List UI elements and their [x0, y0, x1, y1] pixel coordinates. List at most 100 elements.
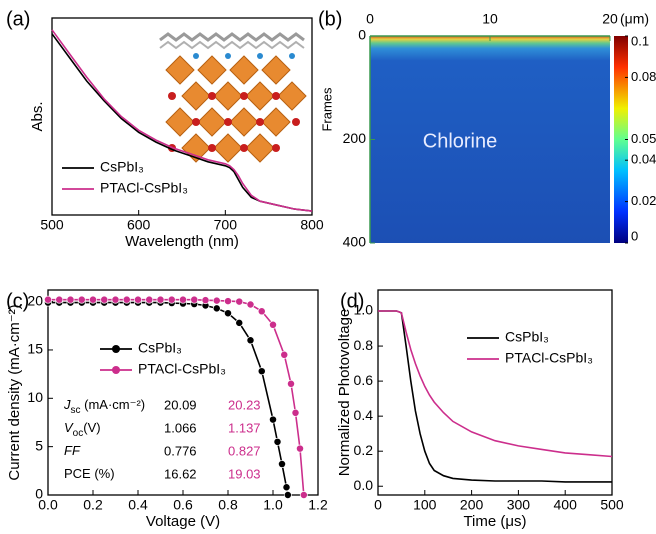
y-tick-label: 0: [358, 27, 366, 43]
y-tick-label: 10: [27, 389, 43, 405]
y-axis-label: Abs.: [29, 101, 46, 131]
data-point: [191, 296, 198, 303]
legend-label: CsPbI₃: [138, 340, 182, 356]
data-point: [179, 296, 186, 303]
x-axis-label: Time (μs): [463, 513, 526, 530]
table-subscript: oc: [73, 428, 84, 439]
table-row-label: PCE (%): [64, 466, 115, 481]
data-point: [56, 296, 63, 303]
plot-frame: [48, 290, 318, 495]
y-axis-label: Current density (mA·cm⁻²): [6, 304, 23, 480]
table-value: 0.776: [164, 443, 197, 458]
data-point: [202, 297, 209, 304]
table-value: 20.09: [164, 397, 197, 412]
data-point: [101, 296, 108, 303]
x-tick-label: 0.8: [218, 497, 238, 513]
x-tick-label: 0: [366, 11, 374, 27]
legend-marker: [112, 345, 120, 353]
x-axis-label: (μm): [620, 11, 649, 27]
series-line: [378, 311, 612, 482]
legend-label: CsPbI₃: [100, 159, 144, 175]
x-axis-label: Wavelength (nm): [125, 233, 239, 250]
y-tick-label: 1.0: [354, 302, 374, 318]
table-subscript: sc: [71, 405, 81, 416]
x-axis-label: Voltage (V): [146, 513, 220, 530]
data-point: [213, 297, 220, 304]
panel-label: (a): [6, 8, 30, 30]
y-tick-label: 0.8: [354, 337, 374, 353]
y-tick-label: 0.2: [354, 442, 374, 458]
x-tick-label: 100: [413, 497, 437, 513]
table-unit: (V): [83, 420, 100, 435]
data-point: [213, 305, 220, 312]
y-tick-label: 400: [343, 234, 367, 250]
data-point: [44, 296, 51, 303]
x-tick-label: 500: [600, 497, 624, 513]
y-tick-label: 0.6: [354, 372, 374, 388]
x-tick-label: 10: [482, 11, 498, 27]
y-tick-label: 200: [343, 130, 367, 146]
data-point: [157, 296, 164, 303]
data-point: [283, 484, 290, 491]
y-tick-label: 20: [27, 292, 43, 308]
data-point: [168, 296, 175, 303]
data-point: [224, 310, 231, 317]
data-point: [281, 351, 288, 358]
x-tick-label: 600: [127, 217, 151, 233]
colorbar-tick-label: 0: [631, 228, 638, 243]
y-tick-label: 0.0: [354, 477, 374, 493]
x-tick-label: 500: [40, 217, 64, 233]
table-row-label: Jsc (mA·cm⁻²): [63, 397, 145, 415]
table-value: 20.23: [228, 397, 261, 412]
data-point: [236, 298, 243, 305]
table-symbol: FF: [64, 443, 81, 458]
table-value: 0.827: [228, 443, 261, 458]
data-point: [258, 368, 265, 375]
annotation: Chlorine: [423, 130, 497, 152]
data-point: [296, 445, 303, 452]
data-point: [269, 416, 276, 423]
table-row-label: FF: [64, 443, 81, 458]
y-axis-label: Frames: [319, 87, 334, 132]
x-tick-label: 0.4: [128, 497, 148, 513]
data-point: [247, 337, 254, 344]
table-value: 16.62: [164, 466, 197, 481]
legend-label: PTACl-CsPbI₃: [138, 361, 226, 377]
data-point: [89, 296, 96, 303]
table-value: 1.066: [164, 420, 197, 435]
data-point: [278, 460, 285, 467]
data-point: [258, 308, 265, 315]
table-unit: (mA·cm⁻²): [81, 397, 146, 412]
legend-label: PTACl-CsPbI₃: [505, 350, 593, 366]
data-point: [247, 301, 254, 308]
x-tick-label: 0.2: [83, 497, 103, 513]
legend-label: PTACl-CsPbI₃: [100, 180, 188, 196]
colorbar-tick-label: 0.1: [631, 33, 649, 48]
data-point: [123, 296, 130, 303]
y-axis-label: Normalized Photovoltage: [336, 309, 353, 477]
data-point: [274, 438, 281, 445]
y-tick-label: 0.4: [354, 407, 374, 423]
data-point: [67, 296, 74, 303]
table-row-label: Voc(V): [64, 420, 101, 438]
table-value: 19.03: [228, 466, 261, 481]
legend-label: CsPbI₃: [505, 329, 549, 345]
x-tick-label: 20: [602, 11, 618, 27]
x-tick-label: 200: [460, 497, 484, 513]
crystal-inset: [160, 34, 306, 162]
x-tick-label: 800: [300, 217, 324, 233]
colorbar-tick-label: 0.02: [631, 193, 656, 208]
figure: (a) 500 600 700 800 Wavelength (nm) Abs. CsPbI₃…: [0, 0, 656, 534]
legend-marker: [112, 366, 120, 374]
x-tick-label: 0.6: [173, 497, 193, 513]
x-tick-label: 700: [214, 217, 238, 233]
y-tick-label: 0: [35, 486, 43, 502]
data-point: [292, 409, 299, 416]
data-point: [78, 296, 85, 303]
x-tick-label: 0: [374, 497, 382, 513]
data-point: [224, 298, 231, 305]
data-point: [146, 296, 153, 303]
data-point: [287, 380, 294, 387]
data-point: [236, 319, 243, 326]
colorbar-tick-label: 0.08: [631, 69, 656, 84]
